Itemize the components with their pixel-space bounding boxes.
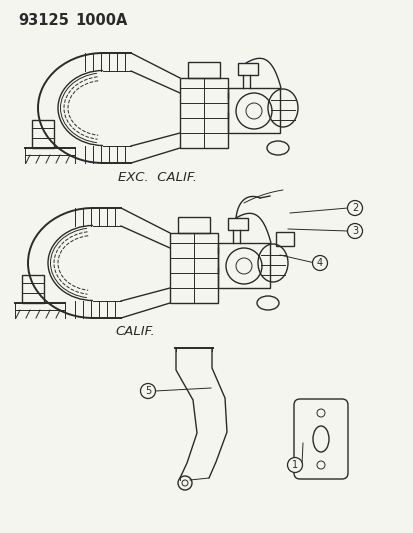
Circle shape <box>347 200 362 215</box>
Text: 3: 3 <box>351 226 357 236</box>
Circle shape <box>312 255 327 271</box>
Text: 1: 1 <box>291 460 297 470</box>
Bar <box>170 233 218 303</box>
Text: 1000A: 1000A <box>75 13 127 28</box>
Text: 2: 2 <box>351 203 357 213</box>
Text: EXC.  CALIF.: EXC. CALIF. <box>118 171 197 184</box>
Bar <box>188 62 219 78</box>
Bar <box>180 78 228 148</box>
Text: CALIF.: CALIF. <box>115 325 154 338</box>
Bar <box>218 243 269 288</box>
Text: 93125: 93125 <box>18 13 69 28</box>
Bar <box>275 232 293 246</box>
Bar <box>228 218 247 230</box>
Bar <box>22 275 44 303</box>
Text: 5: 5 <box>145 386 151 396</box>
Circle shape <box>140 384 155 399</box>
Bar <box>228 88 279 133</box>
Text: 4: 4 <box>316 258 322 268</box>
Bar <box>32 120 54 148</box>
Bar <box>237 63 257 75</box>
Bar <box>178 217 209 233</box>
Circle shape <box>347 223 362 238</box>
Circle shape <box>287 457 302 472</box>
